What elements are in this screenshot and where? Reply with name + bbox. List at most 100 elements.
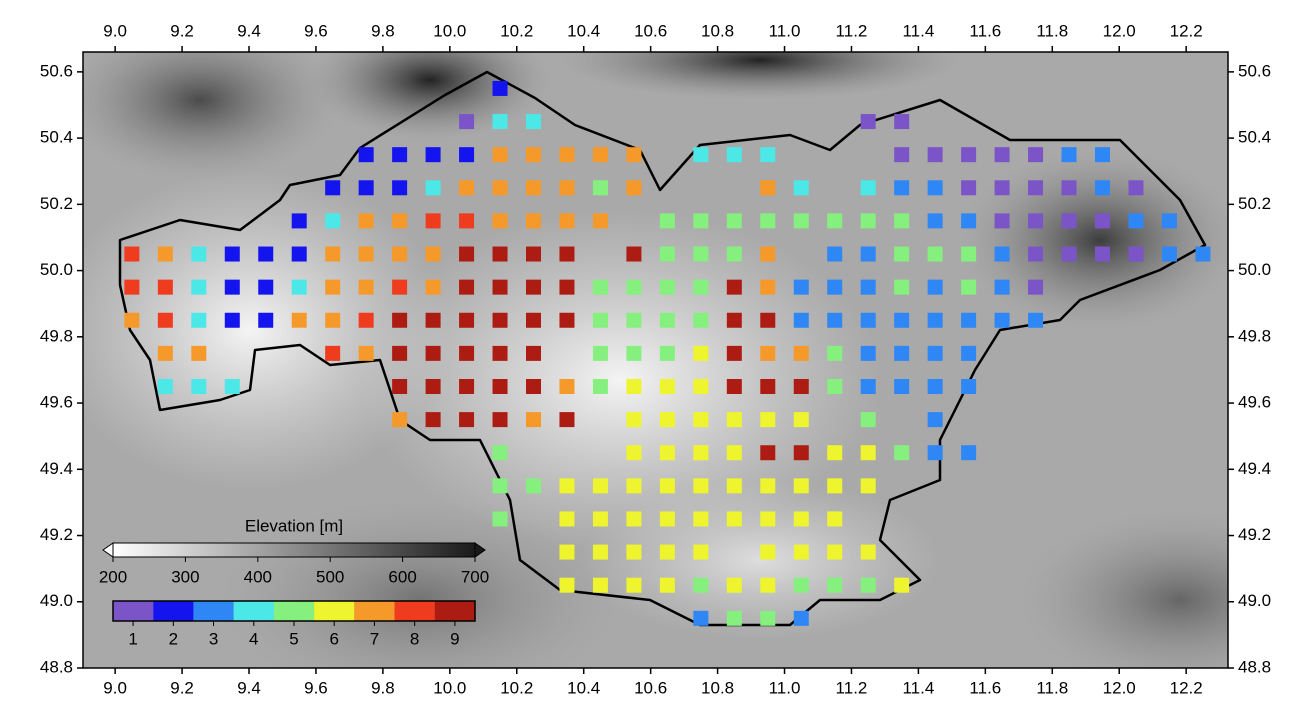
x-tick-label-bottom: 11.2 (836, 678, 868, 697)
grid-cell (492, 80, 508, 96)
y-tick-label-left: 49.4 (40, 459, 73, 478)
grid-cell (961, 180, 977, 196)
grid-cell (1061, 147, 1077, 163)
x-tick-label-top: 9.8 (371, 21, 395, 40)
grid-cell (760, 478, 776, 494)
y-tick-label-left: 49.8 (40, 326, 73, 345)
grid-cell (358, 246, 374, 262)
x-tick-label-top: 11.8 (1036, 21, 1068, 40)
grid-cell (559, 279, 575, 295)
grid-cell (760, 312, 776, 328)
x-tick-label-bottom: 9.4 (237, 678, 261, 697)
grid-cell (626, 246, 642, 262)
grid-cell (693, 544, 709, 560)
grid-cell (492, 114, 508, 130)
grid-cell (592, 478, 608, 494)
y-tick-label-right: 48.8 (1238, 657, 1271, 676)
grid-cell (760, 445, 776, 461)
grid-cell (157, 312, 173, 328)
grid-cell (760, 345, 776, 361)
grid-cell (526, 147, 542, 163)
grid-cell (726, 279, 742, 295)
grid-cell (927, 279, 943, 295)
grid-cell (325, 279, 341, 295)
grid-cell (860, 412, 876, 428)
x-tick-label-top: 12.0 (1103, 21, 1136, 40)
grid-cell (392, 213, 408, 229)
grid-cell (191, 312, 207, 328)
class-label: 5 (289, 629, 298, 648)
grid-cell (191, 345, 207, 361)
grid-cell (224, 312, 240, 328)
x-tick-label-top: 9.2 (170, 21, 194, 40)
x-tick-label-top: 9.4 (237, 21, 261, 40)
grid-cell (559, 180, 575, 196)
grid-cell (592, 577, 608, 593)
grid-cell (994, 279, 1010, 295)
grid-cell (693, 312, 709, 328)
y-tick-label-left: 50.0 (40, 260, 73, 279)
grid-cell (1094, 147, 1110, 163)
grid-cell (860, 312, 876, 328)
grid-cell (1128, 246, 1144, 262)
grid-cell (793, 478, 809, 494)
x-tick-label-bottom: 12.0 (1103, 678, 1136, 697)
grid-cell (1094, 213, 1110, 229)
grid-cell (492, 412, 508, 428)
grid-cell (559, 147, 575, 163)
grid-cell (827, 511, 843, 527)
grid-cell (793, 511, 809, 527)
grid-cell (592, 279, 608, 295)
grid-cell (693, 577, 709, 593)
grid-cell (626, 511, 642, 527)
grid-cell (894, 577, 910, 593)
grid-cell (894, 312, 910, 328)
grid-cell (793, 378, 809, 394)
grid-cell (526, 213, 542, 229)
grid-cell (325, 213, 341, 229)
grid-cell (760, 279, 776, 295)
grid-cell (693, 445, 709, 461)
grid-cell (827, 478, 843, 494)
x-tick-label-bottom: 11.4 (902, 678, 934, 697)
grid-cell (459, 312, 475, 328)
grid-cell (760, 544, 776, 560)
x-tick-label-bottom: 12.2 (1170, 678, 1203, 697)
grid-cell (526, 412, 542, 428)
y-tick-label-right: 50.2 (1238, 194, 1271, 213)
colorbar-arrow-low (102, 542, 114, 558)
grid-cell (860, 279, 876, 295)
grid-cell (726, 345, 742, 361)
y-tick-label-left: 49.6 (40, 393, 73, 412)
grid-cell (526, 114, 542, 130)
grid-cell (592, 180, 608, 196)
grid-cell (659, 478, 675, 494)
grid-cell (1128, 180, 1144, 196)
x-tick-label-bottom: 9.6 (304, 678, 328, 697)
grid-cell (659, 246, 675, 262)
grid-cell (325, 312, 341, 328)
grid-cell (592, 345, 608, 361)
x-tick-label-bottom: 10.0 (433, 678, 466, 697)
grid-cell (559, 511, 575, 527)
x-tick-label-bottom: 11.6 (969, 678, 1001, 697)
grid-cell (894, 279, 910, 295)
y-tick-label-right: 49.8 (1238, 326, 1271, 345)
x-tick-label-bottom: 9.8 (371, 678, 395, 697)
grid-cell (526, 345, 542, 361)
grid-cell (1028, 147, 1044, 163)
grid-cell (1195, 246, 1211, 262)
grid-cell (224, 378, 240, 394)
grid-cell (392, 378, 408, 394)
class-swatch (273, 601, 315, 621)
grid-cell (827, 445, 843, 461)
grid-cell (492, 180, 508, 196)
y-tick-label-left: 50.4 (40, 128, 73, 147)
grid-cell (1161, 213, 1177, 229)
grid-cell (693, 345, 709, 361)
grid-cell (459, 180, 475, 196)
y-tick-label-right: 50.6 (1238, 61, 1271, 80)
grid-cell (626, 312, 642, 328)
colorbar-arrow-high (474, 542, 486, 558)
